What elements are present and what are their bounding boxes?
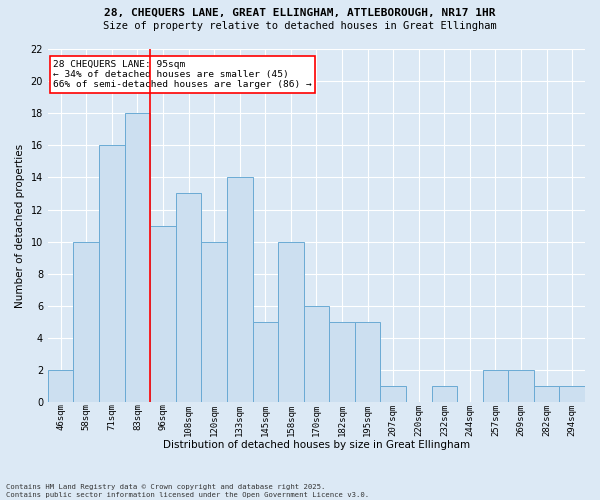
Bar (482, 370, 508, 402)
Bar (329, 322, 355, 402)
Bar (278, 242, 304, 402)
Bar (227, 178, 253, 402)
Bar (202, 242, 227, 402)
X-axis label: Distribution of detached houses by size in Great Ellingham: Distribution of detached houses by size … (163, 440, 470, 450)
Text: Size of property relative to detached houses in Great Ellingham: Size of property relative to detached ho… (103, 21, 497, 31)
Bar (559, 386, 585, 402)
Bar (73, 242, 99, 402)
Bar (99, 146, 125, 402)
Bar (176, 194, 202, 402)
Bar (534, 386, 559, 402)
Bar (355, 322, 380, 402)
Y-axis label: Number of detached properties: Number of detached properties (15, 144, 25, 308)
Bar (253, 322, 278, 402)
Text: 28, CHEQUERS LANE, GREAT ELLINGHAM, ATTLEBOROUGH, NR17 1HR: 28, CHEQUERS LANE, GREAT ELLINGHAM, ATTL… (104, 8, 496, 18)
Text: Contains HM Land Registry data © Crown copyright and database right 2025.
Contai: Contains HM Land Registry data © Crown c… (6, 484, 369, 498)
Bar (508, 370, 534, 402)
Text: 28 CHEQUERS LANE: 95sqm
← 34% of detached houses are smaller (45)
66% of semi-de: 28 CHEQUERS LANE: 95sqm ← 34% of detache… (53, 60, 312, 90)
Bar (380, 386, 406, 402)
Bar (48, 370, 73, 402)
Bar (125, 113, 150, 402)
Bar (150, 226, 176, 402)
Bar (431, 386, 457, 402)
Bar (304, 306, 329, 402)
